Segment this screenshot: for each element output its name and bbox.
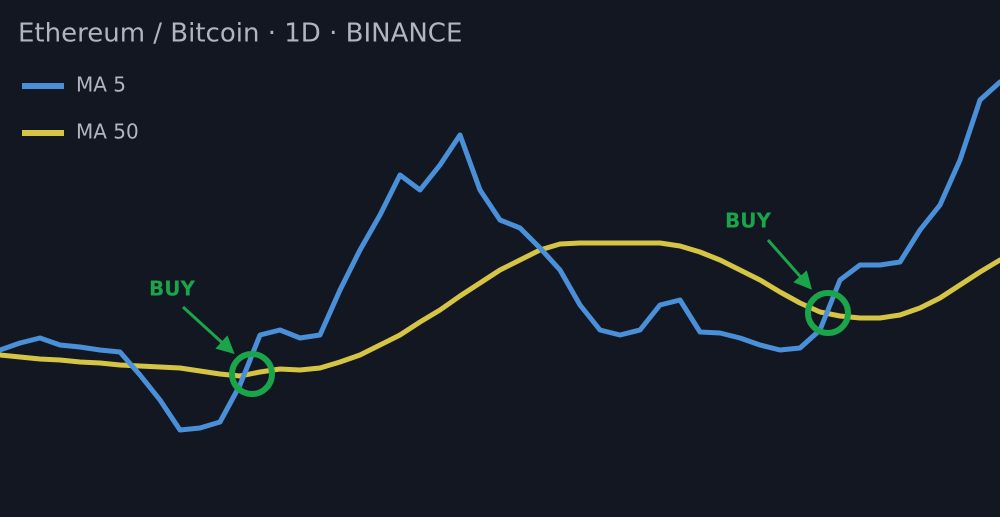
line-series: [0, 240, 1000, 379]
chart-title: Ethereum / Bitcoin · 1D · BINANCE: [18, 19, 462, 49]
annotation-circle: [229, 351, 275, 397]
legend-label: MA 50: [76, 120, 139, 144]
annotation-arrow: [766, 239, 812, 290]
annotation-arrow: [181, 305, 235, 355]
legend-label: MA 5: [76, 73, 126, 97]
annotation-label: BUY: [149, 277, 195, 301]
annotation-label: BUY: [725, 209, 771, 233]
annotation-circle: [805, 290, 851, 336]
